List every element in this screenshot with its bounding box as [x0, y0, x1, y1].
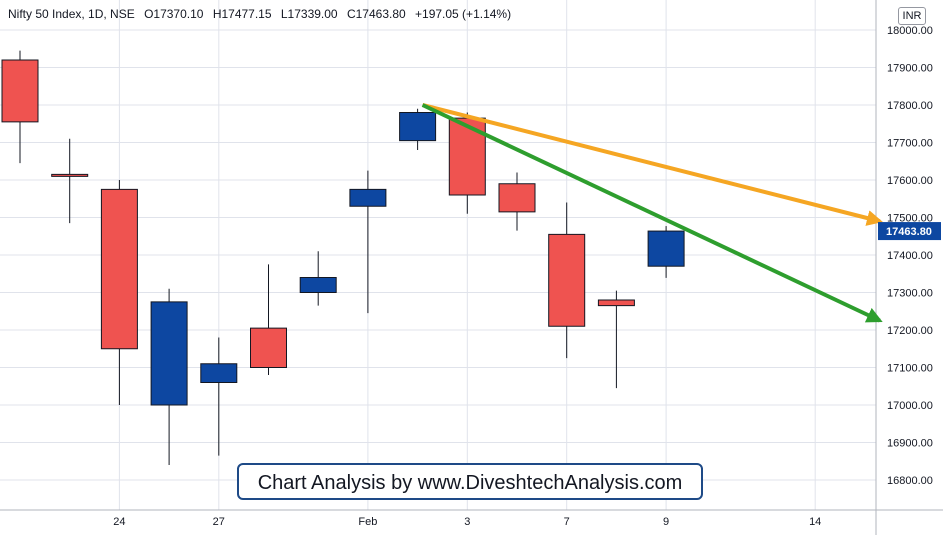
y-tick-label: 17700.00	[887, 138, 933, 150]
y-tick-label: 17100.00	[887, 363, 933, 375]
candle-body	[498, 183, 536, 213]
close-value: C17463.80	[346, 7, 406, 21]
symbol-name[interactable]: Nifty 50 Index, 1D, NSE	[8, 7, 135, 21]
candle-body	[597, 299, 635, 307]
candle	[597, 290, 635, 389]
x-tick-label: 9	[663, 516, 669, 528]
candle-body	[1, 59, 39, 123]
high-value: H17477.15	[212, 7, 272, 21]
candle	[349, 170, 387, 314]
candle-body	[349, 188, 387, 207]
candle-body	[51, 173, 89, 177]
y-tick-label: 16800.00	[887, 475, 933, 487]
candle	[498, 172, 536, 231]
y-tick-label: 17200.00	[887, 325, 933, 337]
candle-body	[299, 277, 337, 293]
candle-body	[448, 117, 486, 196]
x-tick-label: Feb	[358, 516, 377, 528]
y-tick-label: 17400.00	[887, 250, 933, 262]
x-tick-label: 14	[809, 516, 821, 528]
y-tick-label: 17500.00	[887, 213, 933, 225]
watermark-banner: Chart Analysis by www.DiveshtechAnalysis…	[237, 463, 703, 500]
candle	[100, 180, 138, 405]
green-trendline[interactable]	[421, 103, 883, 323]
x-tick-label: 7	[564, 516, 570, 528]
price-label-bg	[878, 222, 941, 241]
last-price-label: 17463.80	[886, 226, 932, 238]
candle	[51, 138, 89, 224]
y-tick-label: 17900.00	[887, 63, 933, 75]
candle-body	[548, 233, 586, 327]
currency-badge[interactable]: INR	[898, 7, 926, 25]
candle	[548, 202, 586, 359]
trendlines[interactable]	[421, 103, 883, 323]
y-tick-label: 17600.00	[887, 175, 933, 187]
y-tick-label: 16900.00	[887, 438, 933, 450]
symbol-header: Nifty 50 Index, 1D, NSE O17370.10 H17477…	[8, 7, 517, 21]
open-value: O17370.10	[144, 7, 204, 21]
candle-body	[399, 112, 437, 142]
x-tick-label: 27	[213, 516, 225, 528]
candle	[647, 226, 685, 278]
y-tick-label: 18000.00	[887, 25, 933, 37]
orange-trendline[interactable]	[422, 103, 883, 226]
candles	[1, 50, 685, 465]
change-value: +197.05 (+1.14%)	[415, 7, 512, 21]
candle	[299, 251, 337, 306]
price-label-group: 17463.80	[878, 222, 941, 241]
candle	[399, 108, 437, 150]
candle-body	[150, 301, 188, 406]
low-value: L17339.00	[280, 7, 338, 21]
candle-body	[200, 363, 238, 383]
candle-body	[250, 327, 287, 368]
y-tick-label: 17000.00	[887, 400, 933, 412]
candle-body	[100, 188, 138, 350]
x-tick-label: 24	[113, 516, 125, 528]
y-tick-label: 17800.00	[887, 100, 933, 112]
candle	[150, 288, 188, 465]
candle	[1, 50, 39, 164]
y-tick-label: 17300.00	[887, 288, 933, 300]
candle-body	[647, 230, 685, 267]
candle	[250, 264, 287, 375]
x-tick-label: 3	[464, 516, 470, 528]
candle	[200, 337, 238, 456]
